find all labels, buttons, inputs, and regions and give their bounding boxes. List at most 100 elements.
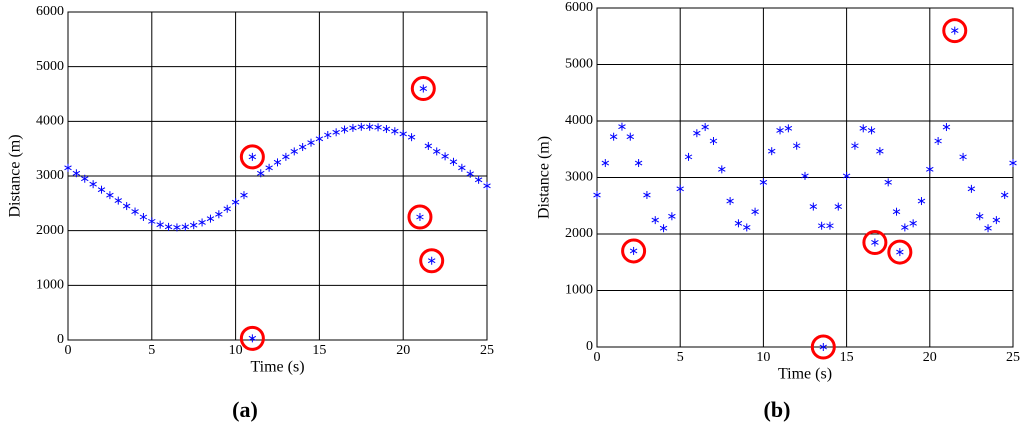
point [851,141,859,150]
asterisk-stroke [743,225,751,230]
y-tick-label: 5000 [36,59,64,74]
x-tick-label: 15 [312,343,326,358]
point [801,171,809,180]
asterisk-stroke [391,128,399,134]
point [867,126,876,135]
asterisk-stroke [106,192,114,198]
asterisk-stroke [81,176,89,182]
point [651,216,659,225]
point [876,147,884,156]
x-tick-label: 0 [65,343,72,358]
point [701,123,709,132]
point [231,198,240,207]
x-tick-label: 5 [677,350,684,365]
y-tick-label: 4000 [565,113,593,128]
asterisk-stroke [1000,192,1009,198]
asterisk-stroke [97,187,106,193]
point [106,191,114,200]
point [859,124,867,133]
asterisk-stroke [399,131,407,137]
point [751,207,759,216]
asterisk-stroke [659,225,668,231]
asterisk-stroke [618,124,626,130]
asterisk-stroke [784,125,793,131]
x-tick-label: 10 [229,343,243,358]
asterisk-stroke [332,129,340,135]
asterisk-stroke [206,216,215,222]
asterisk-stroke [466,171,474,177]
asterisk-stroke [701,124,709,130]
asterisk-stroke [189,222,198,228]
point [759,178,768,187]
outlier-ring [942,18,968,44]
asterisk-stroke [164,224,173,230]
point [114,196,123,205]
point [718,165,726,174]
point [784,124,793,133]
asterisk-stroke [148,218,156,224]
point [887,239,913,265]
asterisk-stroke [449,159,458,165]
point [992,216,1001,225]
y-tick-label: 6000 [565,0,593,15]
x-tick-label: 10 [756,350,770,365]
y-tick-label: 5000 [565,57,593,72]
x-axis-label: Time (s) [778,366,832,383]
point [792,141,801,150]
asterisk-stroke [64,165,72,171]
y-axis-label: Distance (m) [7,134,24,217]
x-tick-label: 0 [594,350,601,365]
point [282,152,290,161]
asterisk-stroke [859,125,867,131]
point [441,152,449,161]
point [458,163,466,172]
point [826,221,834,230]
point [240,191,248,200]
chart: 0 5 10 15 20 25 0 1000 2000 3000 4000 5000 6000 Time … [7,4,494,422]
y-tick-label: 3000 [36,168,64,183]
asterisk-stroke [324,132,332,138]
asterisk-stroke [817,223,826,229]
outlier-ring [887,239,913,265]
asterisk-stroke [984,225,992,231]
point [474,175,483,184]
asterisk-stroke [676,186,684,192]
point [139,213,148,221]
asterisk-stroke [1009,160,1017,166]
point [726,197,734,206]
point [817,221,826,230]
asterisk-stroke [909,220,917,226]
point [382,124,391,133]
point [1009,159,1017,168]
point [148,217,156,226]
point [407,133,416,142]
asterisk-stroke [609,134,618,140]
point [668,212,676,221]
outlier-ring [419,248,445,274]
asterisk-stroke [248,335,257,341]
point [626,132,635,141]
chart: 0 5 10 15 20 25 0 1000 2000 3000 4000 5000 6000 Time … [536,0,1020,422]
asterisk-stroke [776,127,784,133]
point [89,180,97,189]
asterisk-stroke [975,213,984,219]
point [257,169,265,178]
point [315,134,324,143]
point [483,181,491,190]
asterisk-stroke [593,192,601,198]
asterisk-stroke [432,148,441,154]
asterisk-stroke [72,170,81,176]
asterisk-stroke [693,130,701,136]
asterisk-stroke [951,28,959,34]
asterisk-stroke [265,165,273,171]
outlier-ring [862,229,888,255]
point [743,223,751,232]
x-axis-label: Time (s) [250,359,304,376]
asterisk-stroke [257,170,265,176]
asterisk-stroke [419,86,428,91]
y-tick-label: 1000 [36,278,64,293]
point [324,131,332,139]
point [164,222,173,231]
asterisk-stroke [298,144,307,150]
